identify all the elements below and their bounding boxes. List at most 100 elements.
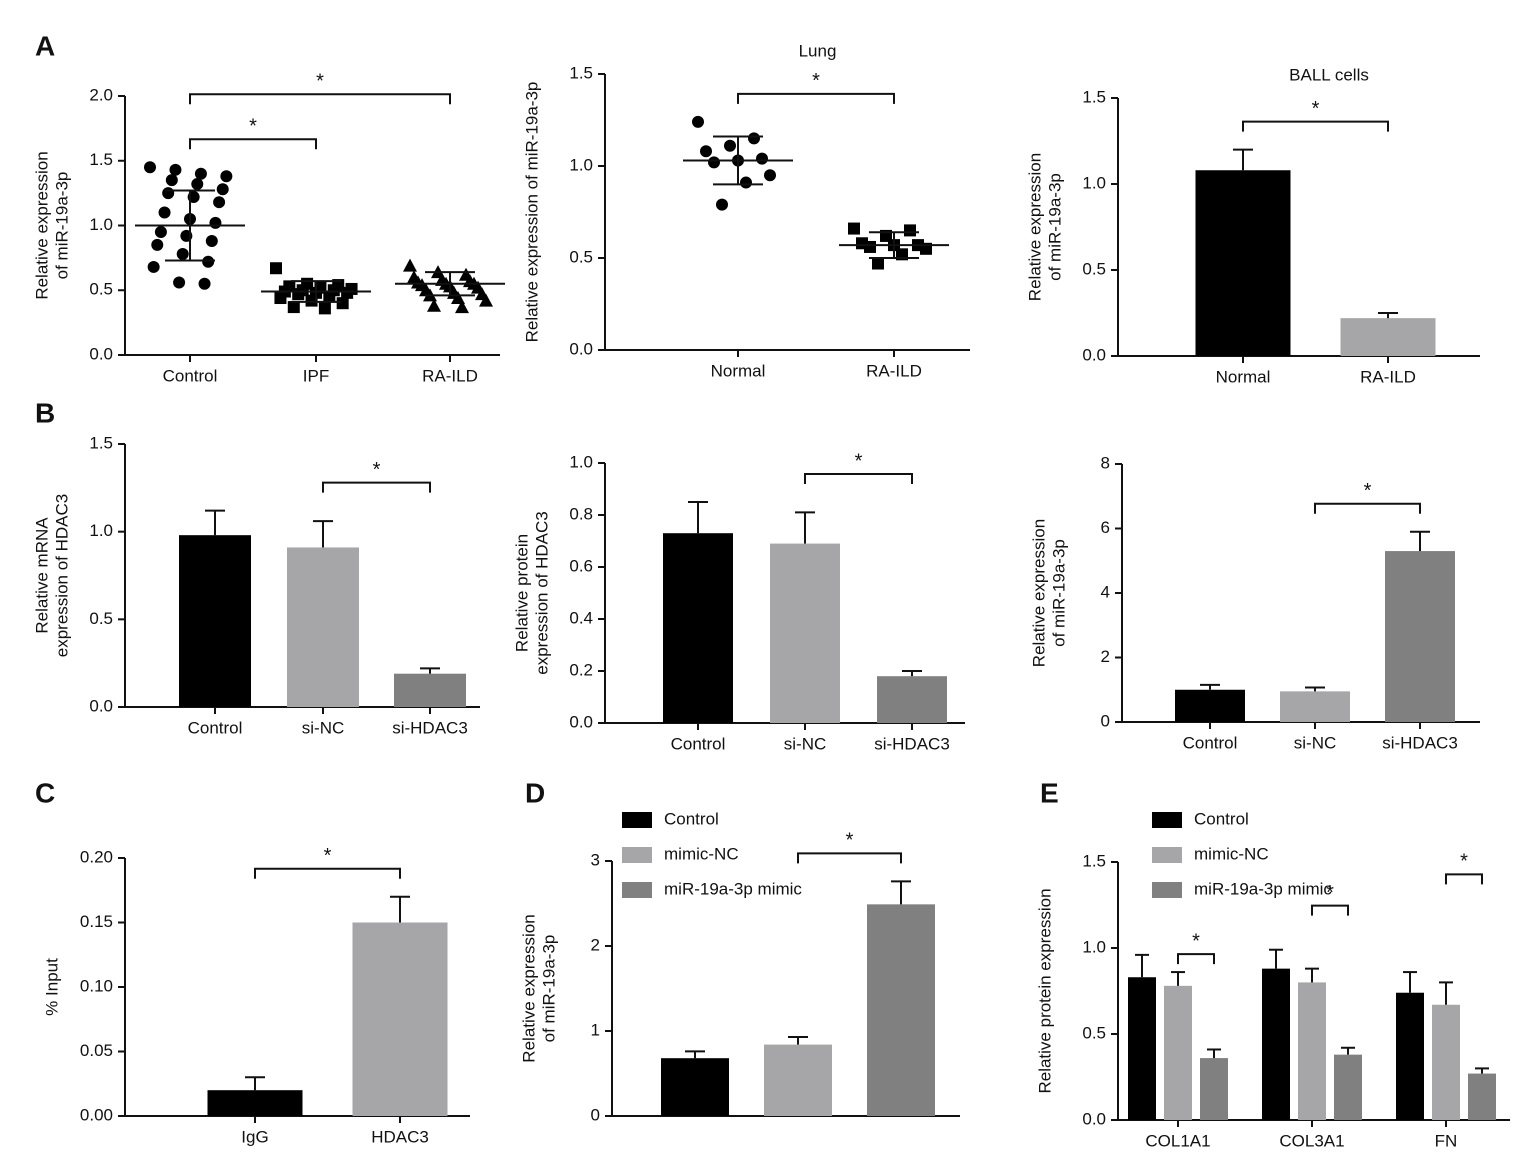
error-bar xyxy=(795,511,815,544)
significance-bracket xyxy=(1445,873,1483,885)
data-point xyxy=(756,152,768,165)
chart-title: BALL cells xyxy=(1289,65,1369,84)
legend-label: mimic-NC xyxy=(664,844,739,863)
bar xyxy=(1280,691,1350,722)
y-tick-label: 4 xyxy=(1101,582,1110,601)
error-bar xyxy=(1378,312,1398,319)
significance-label: * xyxy=(249,116,257,138)
y-axis-label: Relative protein xyxy=(512,534,531,652)
legend-swatch xyxy=(622,882,652,898)
data-point xyxy=(341,286,354,299)
error-bar xyxy=(390,895,410,923)
y-tick-label: 0.20 xyxy=(80,847,113,866)
error-bar xyxy=(420,667,440,674)
y-tick-label: 1.0 xyxy=(89,215,113,234)
y-axis-label: Relative expression xyxy=(32,151,51,299)
bar xyxy=(352,922,448,1116)
legend-label: miR-19a-3p mimic xyxy=(1194,879,1332,898)
x-tick-label: Normal xyxy=(711,361,766,380)
y-tick-label: 1.0 xyxy=(1082,937,1106,956)
data-point xyxy=(292,288,305,301)
bar xyxy=(1340,318,1436,356)
error-bar xyxy=(902,670,922,677)
bar xyxy=(867,904,935,1116)
error-bar xyxy=(788,1035,808,1045)
error-bar xyxy=(1305,967,1319,983)
y-tick-label: 2 xyxy=(591,935,600,954)
y-tick-label: 1.5 xyxy=(1082,851,1106,870)
y-tick-label: 1.5 xyxy=(89,150,113,169)
y-axis-label: expression of HDAC3 xyxy=(52,494,71,657)
y-tick-label: 0 xyxy=(1101,711,1110,730)
bar xyxy=(179,535,251,707)
y-tick-label: 1.5 xyxy=(89,433,113,452)
y-tick-label: 0.00 xyxy=(80,1105,113,1124)
data-point xyxy=(158,206,171,219)
y-axis-label: of miR-19a-3p xyxy=(1049,539,1068,647)
y-axis-label: of miR-19a-3p xyxy=(52,172,71,280)
error-bar xyxy=(685,1050,705,1059)
significance-bracket xyxy=(322,481,431,493)
data-point xyxy=(403,258,417,272)
legend-label: Control xyxy=(1194,809,1249,828)
data-point xyxy=(740,176,752,189)
x-tick-label: Normal xyxy=(1216,367,1271,386)
panel: 0.0 0.2 0.4 0.6 0.8 1.0 Relative protein expres… xyxy=(512,450,965,753)
data-point xyxy=(427,298,441,312)
panel: Lung 0.0 0.5 1.0 1.5 Relative expression of m… xyxy=(522,41,970,380)
data-point xyxy=(165,174,178,187)
x-tick-label: IPF xyxy=(303,366,329,385)
y-tick-label: 0.0 xyxy=(1082,1109,1106,1128)
significance-bracket xyxy=(804,473,913,484)
y-axis-label: Relative protein expression xyxy=(1035,888,1054,1093)
y-axis-label: Relative mRNA xyxy=(32,517,51,634)
bar xyxy=(1334,1054,1362,1120)
bar xyxy=(1396,992,1424,1120)
data-point xyxy=(169,163,182,176)
y-tick-label: 1.0 xyxy=(89,521,113,540)
bar xyxy=(1195,170,1291,356)
bar xyxy=(1128,977,1156,1120)
significance-label: * xyxy=(846,830,854,852)
data-point xyxy=(220,170,233,183)
significance-bracket xyxy=(1242,120,1389,132)
error-bar xyxy=(1171,971,1185,986)
panel-letter: D xyxy=(525,777,545,808)
error-bar xyxy=(425,271,475,297)
x-tick-label: RA-ILD xyxy=(866,361,922,380)
data-point xyxy=(162,187,175,200)
y-tick-label: 0.6 xyxy=(569,556,593,575)
error-bar xyxy=(1200,683,1220,690)
y-tick-label: 1.0 xyxy=(1082,173,1106,192)
x-tick-label: si-HDAC3 xyxy=(874,734,950,753)
y-axis-label: Relative expression xyxy=(1029,519,1048,667)
y-tick-label: 0.4 xyxy=(569,608,593,627)
bar xyxy=(1175,689,1245,722)
y-tick-label: 0.5 xyxy=(1082,259,1106,278)
y-tick-label: 0.05 xyxy=(80,1041,113,1060)
data-point xyxy=(305,294,318,307)
y-tick-label: 2.0 xyxy=(89,85,113,104)
data-point xyxy=(872,257,884,270)
significance-label: * xyxy=(324,845,332,867)
y-tick-label: 0.5 xyxy=(89,609,113,628)
y-axis-label: Relative expression of miR-19a-3p xyxy=(522,82,541,343)
data-point xyxy=(173,276,186,289)
panel: E 0.0 0.5 1.0 1.5 Relative protein expression… xyxy=(1035,777,1510,1150)
x-tick-label: COL3A1 xyxy=(1279,1131,1344,1150)
error-bar xyxy=(291,280,341,303)
bar xyxy=(1385,551,1455,722)
bar xyxy=(207,1090,303,1116)
data-point xyxy=(692,115,704,128)
y-tick-label: 6 xyxy=(1101,518,1110,537)
error-bar xyxy=(245,1076,265,1091)
panel: B 0.0 0.5 1.0 1.5 Relative mRNA expression of … xyxy=(32,397,480,737)
panel: D 0 1 2 3 Relative expression of miR-19a-3p Con… xyxy=(519,777,960,1124)
data-point xyxy=(323,290,336,303)
y-tick-label: 0.0 xyxy=(89,344,113,363)
error-bar xyxy=(1207,1048,1221,1059)
panel-letter: B xyxy=(35,397,55,428)
panel-letter: C xyxy=(35,777,55,808)
data-point xyxy=(764,169,776,182)
y-tick-label: 0.15 xyxy=(80,912,113,931)
